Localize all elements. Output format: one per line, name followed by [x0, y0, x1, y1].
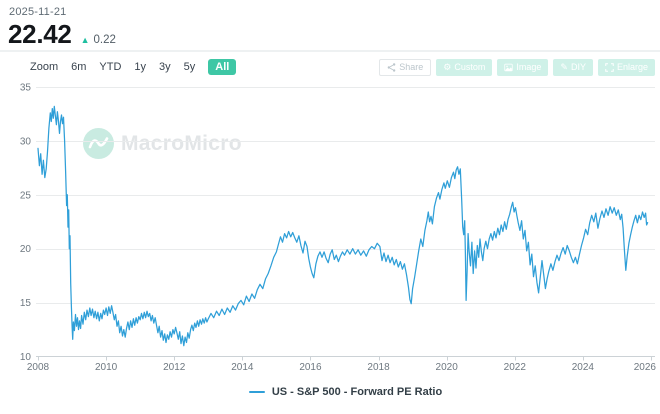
image-icon: [504, 63, 514, 72]
custom-button[interactable]: ⚙ Custom: [436, 58, 493, 76]
legend-line-icon: [248, 391, 265, 393]
chart-actions: Share ⚙ Custom Image ✎ DIY Enlarge: [379, 58, 655, 76]
range-button-5y[interactable]: 5y: [183, 61, 196, 73]
y-axis-label: 25: [20, 190, 32, 201]
quote-change: 0.22: [93, 34, 116, 46]
image-button[interactable]: Image: [497, 58, 549, 76]
enlarge-icon: [605, 62, 614, 72]
x-axis-label: 2016: [299, 362, 322, 373]
range-selector: 6m YTD 1y 3y 5y All: [71, 59, 237, 75]
enlarge-button[interactable]: Enlarge: [597, 58, 655, 76]
action-label: Share: [399, 62, 424, 72]
x-axis-label: 2026: [634, 362, 657, 373]
x-axis-label: 2012: [163, 362, 186, 373]
y-axis-label: 15: [20, 298, 32, 309]
diy-button[interactable]: ✎ DIY: [553, 58, 593, 76]
action-label: DIY: [570, 62, 586, 72]
action-label: Image: [516, 62, 542, 72]
chart-toolbar: Zoom 6m YTD 1y 3y 5y All Share ⚙ Custom Image ✎ DI…: [0, 57, 660, 77]
range-button-all[interactable]: All: [208, 59, 237, 75]
range-button-3y[interactable]: 3y: [159, 61, 171, 73]
action-label: Custom: [454, 62, 486, 72]
x-axis-label: 2022: [504, 362, 527, 373]
x-axis-label: 2024: [572, 362, 595, 373]
share-icon: [387, 62, 396, 72]
legend[interactable]: US - S&P 500 - Forward PE Ratio: [36, 386, 655, 398]
quote-header: 2025-11-21 22.42 ▲ 0.22: [0, 0, 660, 50]
y-axis-label: 20: [20, 244, 32, 255]
header-divider: [0, 50, 660, 52]
pencil-icon: ✎: [560, 62, 568, 72]
y-axis-label: 30: [20, 136, 32, 147]
x-axis-label: 2014: [231, 362, 254, 373]
range-button-1y[interactable]: 1y: [134, 61, 147, 73]
legend-label: US - S&P 500 - Forward PE Ratio: [271, 386, 443, 398]
x-axis-label: 2018: [367, 362, 390, 373]
quote-value: 22.42: [8, 19, 72, 49]
x-axis-label: 2008: [27, 362, 50, 373]
x-axis-label: 2010: [95, 362, 118, 373]
action-label: Enlarge: [616, 62, 648, 72]
y-axis-label: 35: [20, 83, 32, 94]
chart-plot-area[interactable]: [36, 87, 655, 357]
quote-date: 2025-11-21: [9, 6, 67, 18]
zoom-label: Zoom: [30, 61, 59, 73]
up-arrow-icon: ▲: [80, 35, 90, 45]
gear-icon: ⚙: [443, 62, 452, 72]
range-button-6m[interactable]: 6m: [71, 61, 87, 73]
x-axis-label: 2020: [436, 362, 459, 373]
share-button[interactable]: Share: [379, 58, 432, 76]
range-button-ytd[interactable]: YTD: [99, 61, 122, 73]
y-axis-label: 10: [20, 352, 32, 363]
